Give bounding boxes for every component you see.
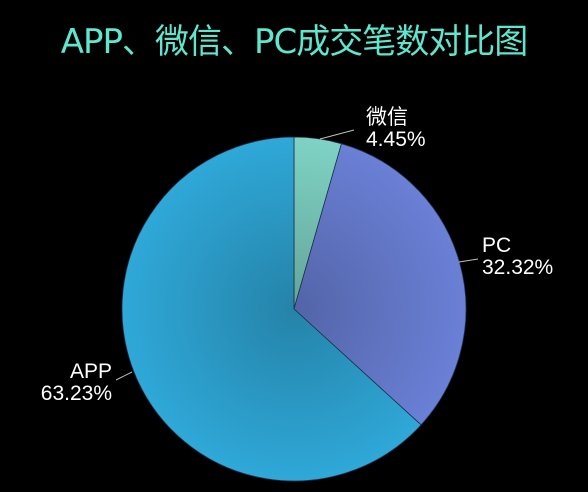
pie-slice-3	[121, 136, 422, 482]
slice-label-category-1: 微信	[366, 106, 408, 129]
leader-line-1	[319, 129, 355, 140]
chart-title: APP、微信、PC成交笔数对比图	[60, 22, 529, 62]
slice-label-value-1: 4.45%	[366, 128, 426, 151]
slice-label-value-3: 63.23%	[41, 382, 112, 405]
leader-line-2	[458, 258, 479, 263]
leader-line-3	[115, 371, 133, 381]
slice-label-category-2: PC	[482, 234, 511, 257]
pie-slices	[121, 136, 467, 482]
slice-label-category-3: APP	[70, 360, 112, 383]
slice-label-value-2: 32.32%	[482, 256, 553, 279]
